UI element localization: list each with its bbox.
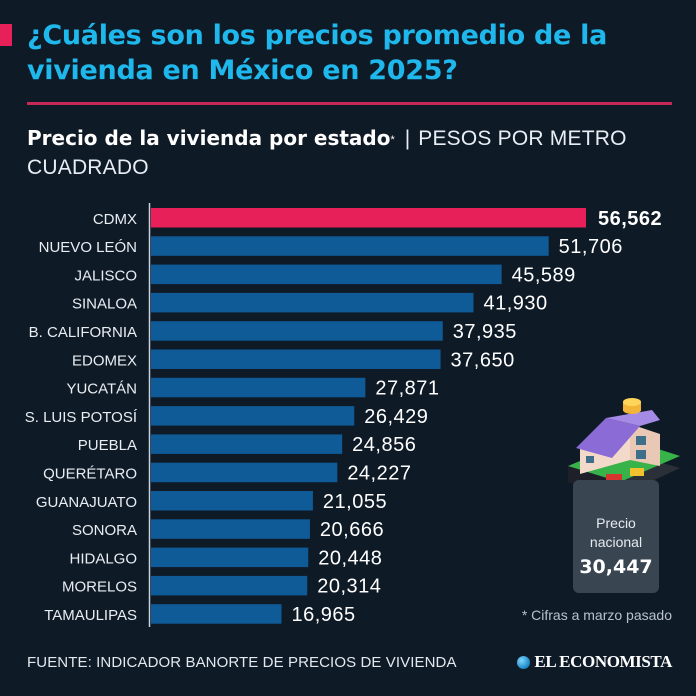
value-label: 37,650 [451,349,515,371]
bar [151,434,343,454]
subtitle-separator: | [404,127,411,150]
accent-mark [0,24,12,46]
category-label: TAMAULIPAS [44,607,137,624]
bar [151,406,355,426]
chart-subtitle: Precio de la vivienda por estado* | PESOS … [27,124,677,182]
value-label: 56,562 [598,208,662,230]
category-label: SONORA [72,522,137,539]
value-label: 20,314 [317,576,381,598]
subtitle-unit: PESOS POR METRO CUADRADO [27,127,627,179]
bar [151,321,443,341]
bar [151,519,310,539]
brand-name: EL ECONOMISTA [534,652,672,671]
category-label: HIDALGO [69,550,137,567]
value-label: 26,429 [364,406,428,428]
category-label: NUEVO LEÓN [39,239,137,256]
bar [151,491,313,511]
national-price-value: 30,447 [579,556,653,578]
category-label: MORELOS [62,579,137,596]
category-label: JALISCO [74,267,137,284]
category-label: EDOMEX [72,352,137,369]
value-label: 24,856 [352,434,416,456]
value-label: 41,930 [483,293,547,315]
bar [151,462,338,483]
bar [151,377,366,398]
category-label: CDMX [93,211,137,228]
title-divider [27,102,672,105]
category-label: GUANAJUATO [36,494,137,511]
category-label: SINALOA [72,296,137,313]
footnote: * Cifras a marzo pasado [521,607,672,623]
value-label: 21,055 [323,491,387,513]
subtitle-main: Precio de la vivienda por estado [27,126,391,150]
category-label: S. LUIS POTOSÍ [25,409,138,426]
value-label: 20,666 [320,519,384,541]
bar [151,575,308,596]
value-label: 27,871 [375,378,439,400]
bar [151,547,309,568]
category-label: YUCATÁN [66,381,137,398]
category-label: QUERÉTARO [43,465,137,482]
category-label: B. CALIFORNIA [29,324,137,341]
page-title: ¿Cuáles son los precios promedio de la v… [27,20,607,86]
bar [151,236,549,256]
bar [151,264,502,285]
source-credit: FUENTE: INDICADOR BANORTE DE PRECIOS DE … [27,654,457,671]
value-label: 51,706 [559,236,623,258]
category-label: PUEBLA [78,437,137,454]
subtitle-footnote-mark: * [390,134,395,146]
national-price-label: Precio nacional [589,515,643,550]
brand-logo: EL ECONOMISTA [517,652,672,672]
value-label: 45,589 [512,264,576,286]
value-label: 24,227 [347,462,411,484]
value-label: 20,448 [318,547,382,569]
bar [151,349,441,369]
value-label: 16,965 [291,604,355,626]
national-price-card: Precio nacional 30,447 [573,480,659,593]
value-label: 37,935 [453,321,517,343]
bar [151,604,282,624]
bar-highlight [151,208,586,228]
bar [151,292,474,313]
globe-logo-icon [517,655,531,669]
